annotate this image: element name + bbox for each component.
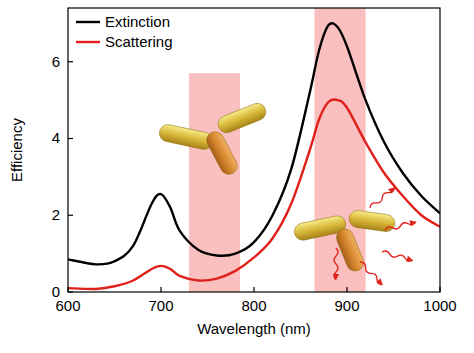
nanorod-body <box>204 129 241 178</box>
y-tick-label: 6 <box>52 53 60 70</box>
legend-swatch <box>76 41 100 43</box>
x-tick-label: 700 <box>148 297 173 314</box>
nanorod <box>216 101 269 135</box>
y-tick-label: 2 <box>52 206 60 223</box>
wave <box>359 261 384 286</box>
legend-label: Scattering <box>105 33 173 50</box>
scatter-arrow <box>384 219 416 233</box>
arrow-head <box>333 274 339 280</box>
y-tick <box>68 215 73 216</box>
x-tick <box>67 287 68 292</box>
x-tick <box>160 287 161 292</box>
plot-frame <box>68 8 440 292</box>
legend: Extinction Scattering <box>76 13 173 50</box>
nanorod <box>348 209 396 232</box>
scatter-arrow <box>333 248 339 280</box>
scatter-arrow <box>368 185 396 210</box>
series-line <box>68 23 440 264</box>
nanorod-body <box>334 226 366 273</box>
x-tick <box>439 287 440 292</box>
nanorod <box>204 129 241 178</box>
wave <box>381 250 413 262</box>
wave <box>369 186 396 210</box>
x-tick <box>253 287 254 292</box>
x-tick-label: 900 <box>334 297 359 314</box>
nanorod-body <box>158 123 214 151</box>
scatter-arrow <box>381 249 413 263</box>
y-tick-label: 0 <box>52 283 60 300</box>
legend-swatch <box>76 21 100 23</box>
nanorod-body <box>348 209 396 232</box>
y-tick <box>68 61 73 62</box>
y-tick <box>68 138 73 139</box>
x-tick <box>346 287 347 292</box>
x-tick-label: 800 <box>241 297 266 314</box>
nanorod <box>334 226 366 273</box>
arrow-head <box>406 256 413 263</box>
nanorod <box>158 123 214 151</box>
y-tick-label: 4 <box>52 129 60 146</box>
x-axis-title: Wavelength (nm) <box>197 320 311 337</box>
arrow-head <box>388 185 396 193</box>
legend-label: Extinction <box>105 13 170 30</box>
wave <box>384 220 416 232</box>
wave <box>334 248 338 280</box>
y-tick <box>68 291 73 292</box>
nanorod-illustration <box>158 101 417 287</box>
shaded-region <box>314 8 365 292</box>
scatter-arrow <box>358 260 385 287</box>
arrow-head <box>409 219 416 226</box>
nanorod-body <box>216 101 269 135</box>
y-axis-title: Efficiency <box>8 118 25 182</box>
chart: 60070080090010000246Wavelength (nm)Effic… <box>0 0 474 353</box>
plot-area <box>68 8 440 292</box>
arrow-head <box>376 278 384 286</box>
shaded-region <box>189 73 240 292</box>
x-tick-label: 1000 <box>423 297 456 314</box>
series-line <box>68 99 440 289</box>
